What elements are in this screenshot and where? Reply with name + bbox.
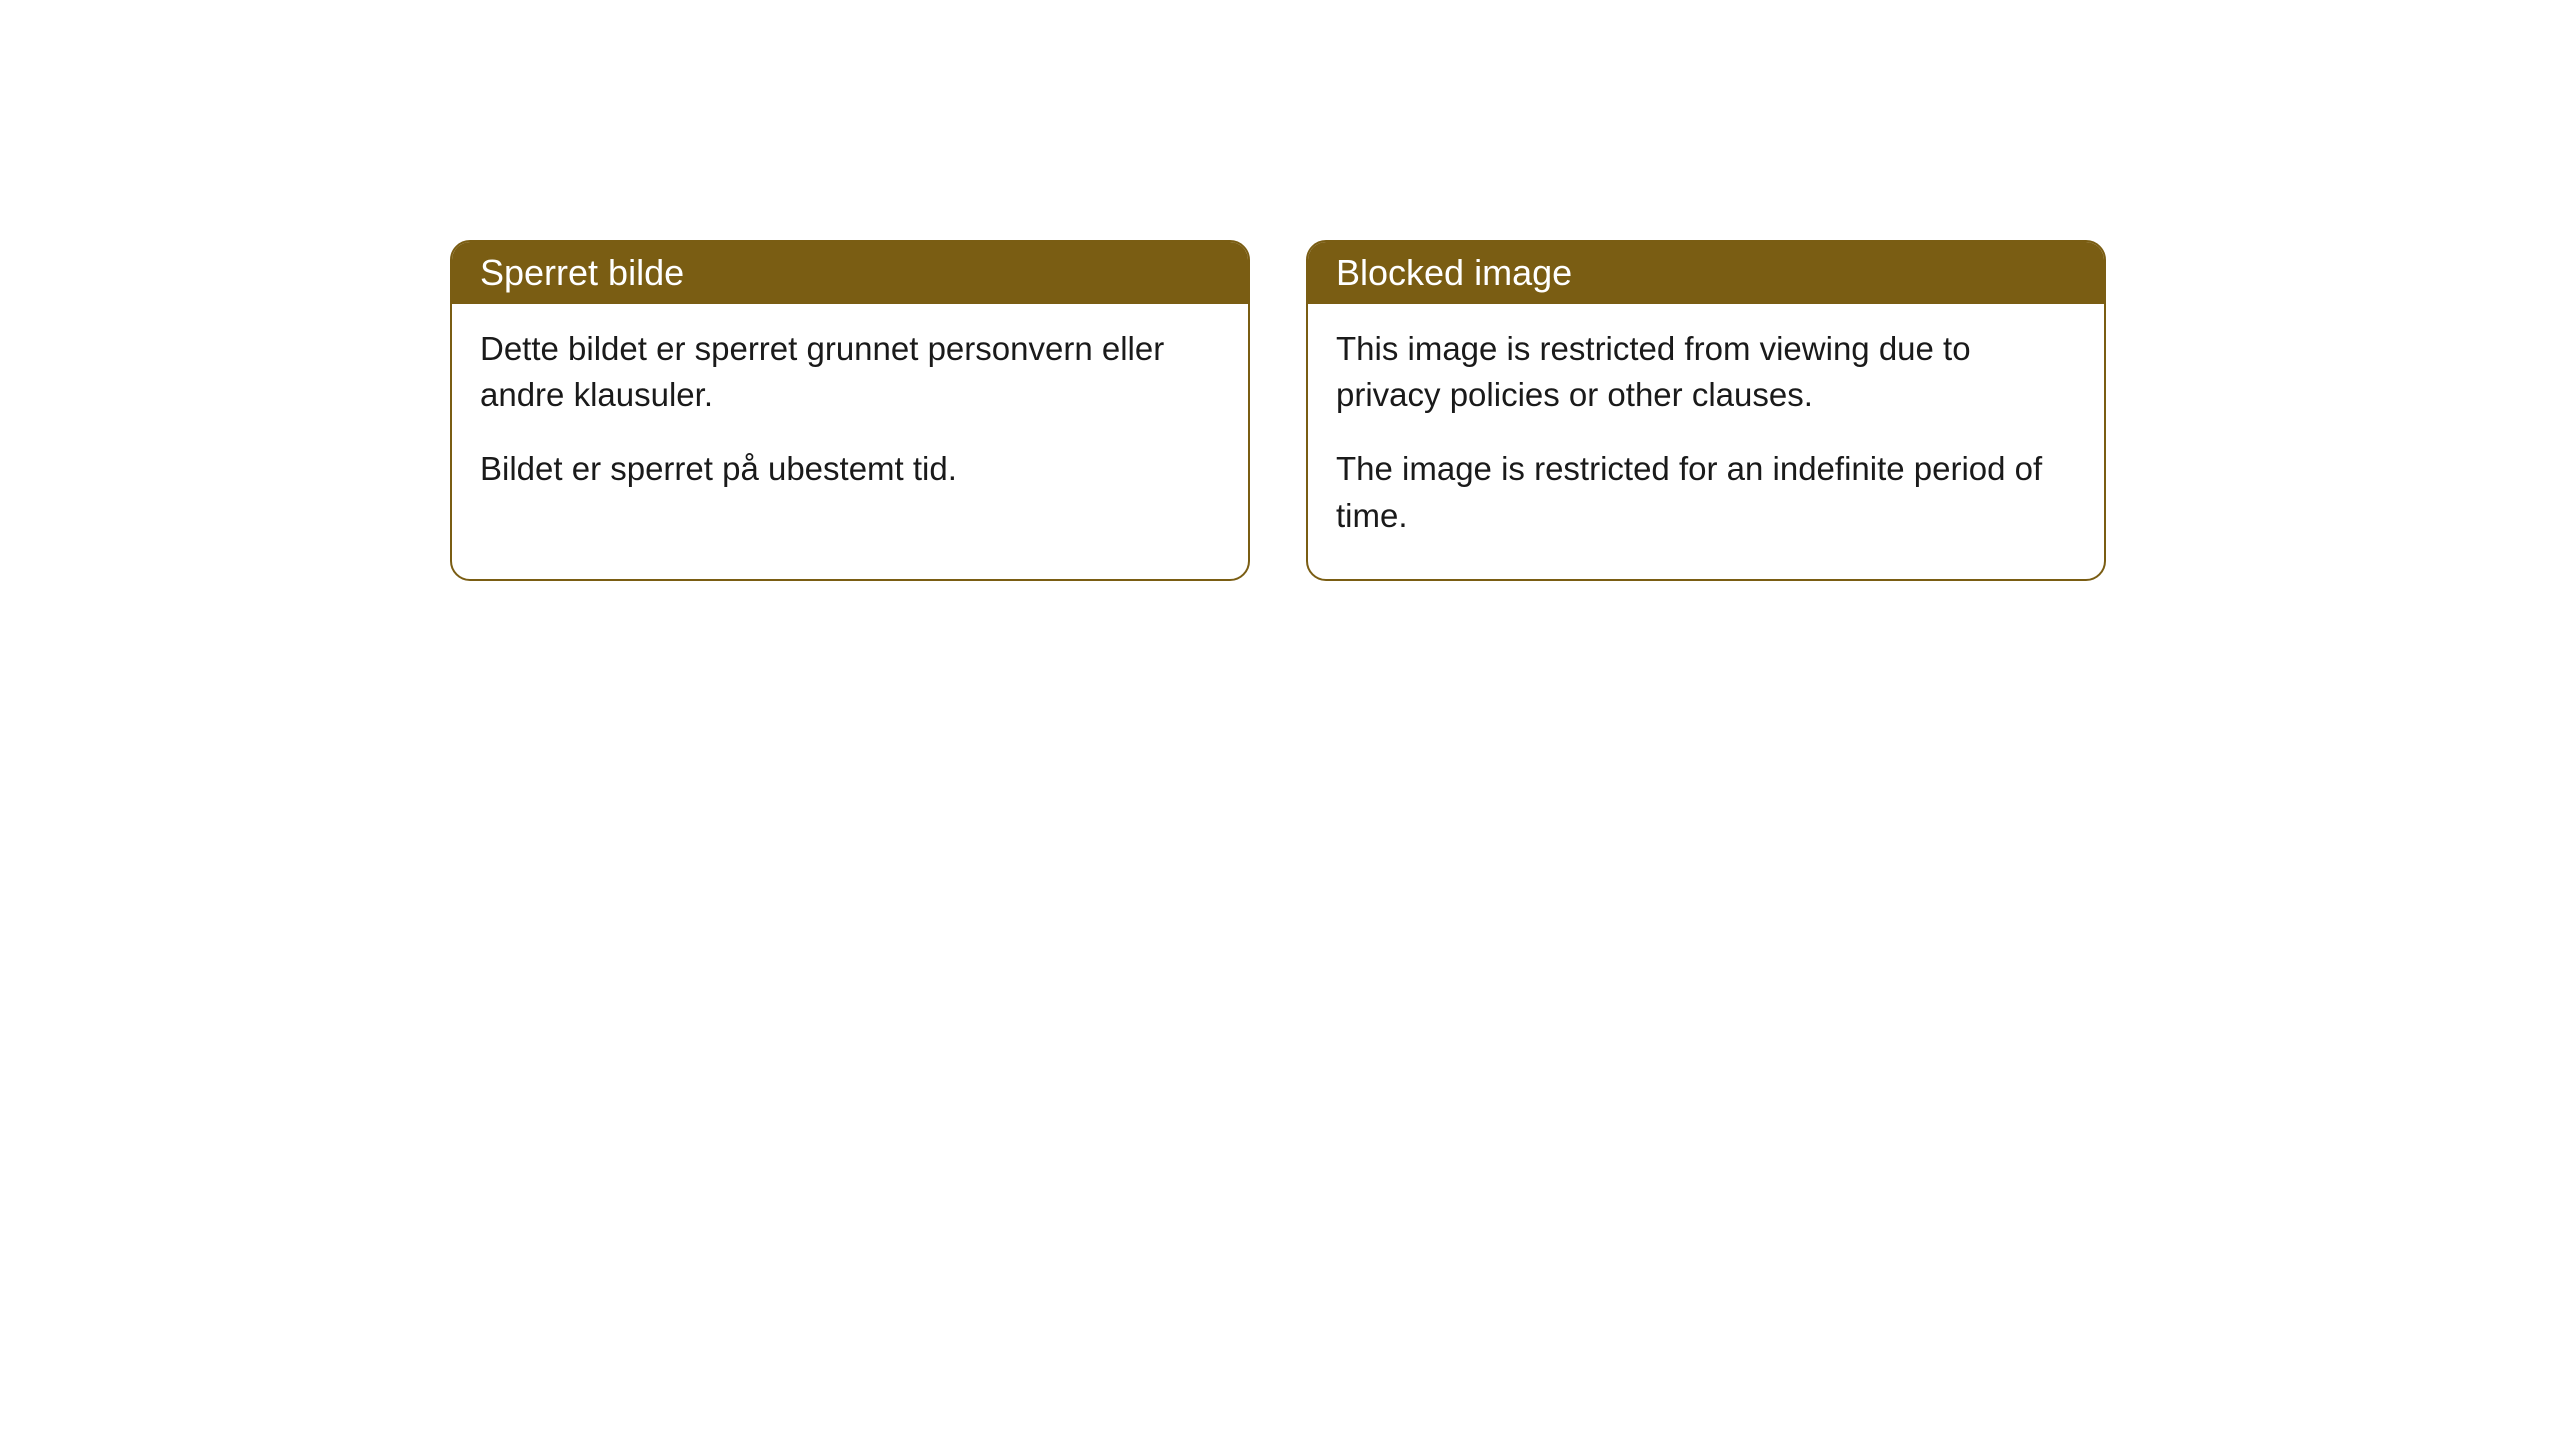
notice-container: Sperret bilde Dette bildet er sperret gr… [0, 0, 2560, 581]
blocked-image-card-norwegian: Sperret bilde Dette bildet er sperret gr… [450, 240, 1250, 581]
notice-text-english-2: The image is restricted for an indefinit… [1336, 446, 2076, 538]
card-header-english: Blocked image [1308, 242, 2104, 304]
card-body-norwegian: Dette bildet er sperret grunnet personve… [452, 304, 1248, 533]
card-header-norwegian: Sperret bilde [452, 242, 1248, 304]
card-body-english: This image is restricted from viewing du… [1308, 304, 2104, 579]
blocked-image-card-english: Blocked image This image is restricted f… [1306, 240, 2106, 581]
notice-text-norwegian-2: Bildet er sperret på ubestemt tid. [480, 446, 1220, 492]
notice-text-norwegian-1: Dette bildet er sperret grunnet personve… [480, 326, 1220, 418]
notice-text-english-1: This image is restricted from viewing du… [1336, 326, 2076, 418]
